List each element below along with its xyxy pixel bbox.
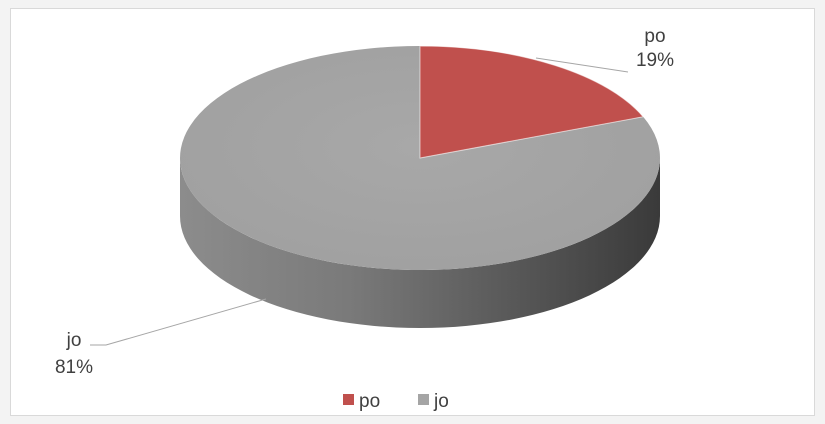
data-label-po-name: po: [644, 26, 665, 47]
leader-line-po: [535, 57, 629, 73]
pie-3d: [180, 45, 660, 328]
legend-label-jo: jo: [433, 391, 449, 412]
leader-line-jo: [90, 298, 267, 346]
data-label-jo-name: jo: [66, 330, 82, 351]
pie-side-wall: [180, 158, 660, 328]
data-label-jo-value: 81%: [55, 357, 93, 378]
legend: po jo: [343, 391, 449, 412]
legend-item-jo: jo: [418, 391, 449, 412]
legend-label-po: po: [359, 391, 380, 412]
pie-slice-po: [420, 46, 644, 158]
legend-swatch-jo: [418, 394, 429, 405]
pie-slice-po-edge: [419, 45, 645, 159]
legend-item-po: po: [343, 391, 380, 412]
data-label-po-value: 19%: [636, 50, 674, 71]
legend-swatch-po: [343, 394, 354, 405]
